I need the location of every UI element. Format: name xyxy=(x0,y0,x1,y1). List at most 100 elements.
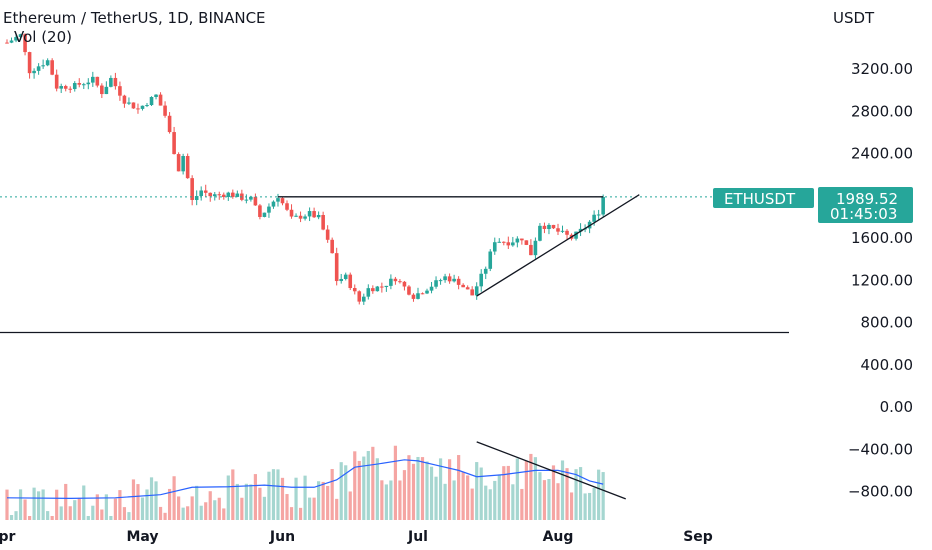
volume-bar xyxy=(190,496,194,520)
volume-bar xyxy=(312,497,316,520)
candle-body xyxy=(352,288,357,292)
volume-bar xyxy=(276,469,280,520)
candle-body xyxy=(199,190,204,197)
candle-body xyxy=(443,276,447,281)
candle-body xyxy=(420,293,425,295)
trendline-volume-downtrend[interactable] xyxy=(476,441,626,500)
candle-body xyxy=(149,96,154,106)
candle-body xyxy=(271,201,276,207)
candle-body xyxy=(50,60,54,75)
candle-body xyxy=(389,278,393,286)
candle-body xyxy=(343,274,348,279)
volume-bar xyxy=(402,470,407,520)
candle-body xyxy=(529,244,533,256)
volume-bar xyxy=(181,507,185,520)
price-tag: ETHUSDT 1989.52 01:45:03 xyxy=(713,187,913,223)
volume-bar xyxy=(82,485,86,520)
candle-body xyxy=(592,214,596,222)
candle-body xyxy=(321,215,325,230)
volume-bar xyxy=(317,481,321,520)
candle-body xyxy=(181,155,185,172)
candle-body xyxy=(438,280,443,282)
candle-body xyxy=(68,88,73,90)
candle-body xyxy=(316,215,321,218)
volume-bar xyxy=(542,480,547,520)
candle-body xyxy=(262,212,267,217)
price-axis[interactable]: 3200.00 2800.00 2400.00 1600.00 1200.00 800.0… xyxy=(848,60,913,501)
chart-legend[interactable]: Ethereum / TetherUS, 1D, BINANCE Vol (20… xyxy=(3,9,266,46)
candle-body xyxy=(538,225,542,241)
candle-body xyxy=(578,228,583,232)
volume-bar xyxy=(23,499,27,520)
volume-bar xyxy=(262,496,267,520)
candle-body xyxy=(533,240,538,256)
time-tick-label: Jun xyxy=(269,529,295,545)
volume-bar xyxy=(461,471,465,520)
volume-bar xyxy=(556,483,560,520)
candle-body xyxy=(185,155,190,179)
price-tick-label: 3200.00 xyxy=(851,60,913,78)
volume-bar xyxy=(339,462,343,520)
volume-bar xyxy=(249,484,253,520)
volume-bar xyxy=(59,506,63,520)
volume-bar xyxy=(470,488,474,520)
volume-bar xyxy=(389,480,393,520)
volume-bar xyxy=(64,483,68,520)
volume-bar xyxy=(280,477,285,520)
currency-label: USDT xyxy=(833,9,875,27)
volume-bar xyxy=(330,469,334,520)
candle-body xyxy=(402,281,407,287)
volume-bar xyxy=(321,481,325,520)
volume-bar xyxy=(565,468,569,520)
volume-bar xyxy=(398,480,402,520)
price-tick-label: 800.00 xyxy=(861,314,914,332)
candle-body xyxy=(285,203,289,210)
candle-body xyxy=(212,194,217,197)
candle-body xyxy=(398,281,402,283)
candle-body xyxy=(267,206,271,213)
volume-bar xyxy=(113,498,117,520)
candle-body xyxy=(145,105,149,107)
trendline-ascending-support[interactable] xyxy=(476,194,640,297)
candle-body xyxy=(158,94,163,106)
price-tick-label: −800.00 xyxy=(848,483,913,501)
trendlines[interactable] xyxy=(0,194,789,500)
candle-body xyxy=(253,196,258,206)
volume-bar xyxy=(520,488,524,520)
symbol-title: Ethereum / TetherUS, 1D, BINANCE xyxy=(3,9,266,27)
volume-legend: Vol (20) xyxy=(14,28,72,46)
candle-body xyxy=(560,230,565,232)
candle-body xyxy=(23,34,27,53)
candle-body xyxy=(72,83,77,90)
candle-body xyxy=(330,239,334,254)
volume-bar xyxy=(371,446,375,520)
price-candles xyxy=(5,33,605,305)
volume-bar xyxy=(50,516,54,520)
candle-body xyxy=(280,198,285,204)
volume-bar xyxy=(46,511,50,520)
candle-body xyxy=(190,178,194,201)
volume-bar xyxy=(14,511,18,520)
candle-body xyxy=(294,215,298,217)
candle-body xyxy=(380,286,384,288)
candle-body xyxy=(203,190,208,193)
candle-body xyxy=(479,273,484,287)
price-tick-label: 0.00 xyxy=(880,398,913,416)
volume-bar xyxy=(533,457,538,520)
volume-bar xyxy=(73,500,77,520)
candle-body xyxy=(375,286,380,292)
volume-bar xyxy=(18,489,23,520)
volume-bar xyxy=(235,483,239,520)
volume-bar xyxy=(502,466,506,520)
volume-bar xyxy=(511,484,515,520)
candle-body xyxy=(59,86,63,89)
candle-body xyxy=(348,274,353,289)
volume-bar xyxy=(195,485,199,520)
volume-bar xyxy=(362,456,366,520)
time-tick-label: Aug xyxy=(543,529,574,545)
time-axis[interactable]: pr May Jun Jul Aug Sep xyxy=(0,529,713,545)
volume-bar xyxy=(294,477,298,520)
candle-body xyxy=(172,132,176,155)
candle-body xyxy=(45,60,50,66)
